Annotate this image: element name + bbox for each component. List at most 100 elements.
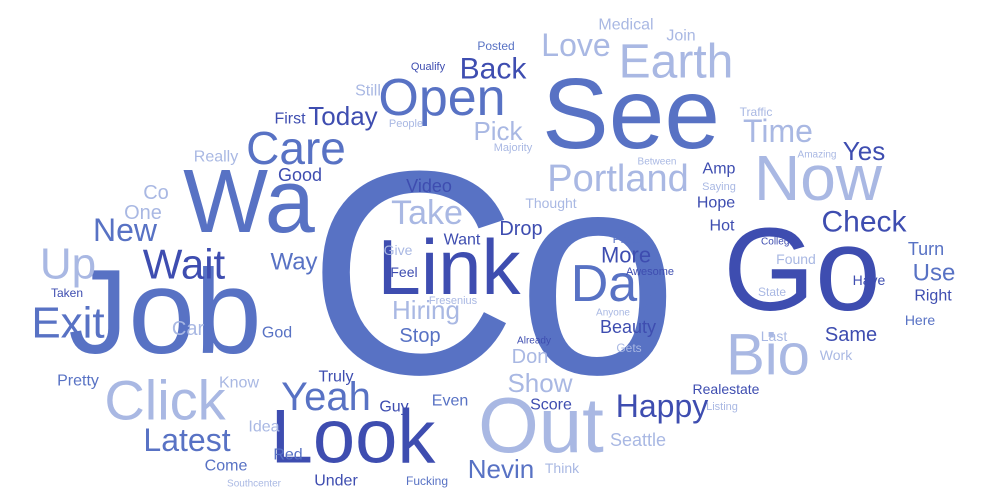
word-really: Really: [194, 149, 238, 166]
word-majority: Majority: [494, 142, 533, 154]
word-here: Here: [905, 312, 936, 328]
word-awesome: Awesome: [626, 266, 674, 278]
word-please: Please: [613, 232, 650, 246]
word-portland: Portland: [547, 158, 689, 200]
word-car: Car: [172, 318, 205, 340]
word-right: Right: [914, 288, 952, 305]
word-truly: Truly: [319, 369, 354, 386]
word-taken: Taken: [51, 286, 83, 300]
word-use: Use: [913, 260, 956, 287]
word-more: More: [601, 243, 651, 268]
word-hope: Hope: [697, 195, 735, 212]
word-out: Out: [478, 381, 604, 469]
word-link: Link: [377, 223, 521, 311]
word-co: Co: [308, 111, 679, 435]
word-know: Know: [219, 375, 259, 392]
word-back: Back: [460, 53, 528, 86]
word-found: Found: [776, 251, 816, 267]
word-fresenius: Fresenius: [429, 295, 478, 307]
word-wa: Wa: [183, 152, 316, 252]
word-realestate: Realestate: [693, 381, 760, 397]
word-bio: Bio: [726, 323, 810, 388]
word-red: Red: [273, 447, 302, 464]
word-same: Same: [825, 324, 877, 346]
word-now: Now: [754, 142, 883, 214]
word-open: Open: [378, 69, 505, 127]
word-listing: Listing: [706, 401, 738, 413]
word-new: New: [93, 212, 158, 248]
word-god: God: [262, 325, 292, 342]
word-love: Love: [541, 27, 610, 63]
word-day: Day: [571, 255, 663, 313]
word-hot: Hot: [710, 218, 735, 235]
word-under: Under: [314, 473, 358, 490]
word-want: Want: [444, 232, 481, 249]
word-co-2: Co: [143, 182, 169, 204]
word-guy: Guy: [379, 399, 408, 416]
word-show: Show: [507, 368, 572, 398]
word-pretty: Pretty: [57, 373, 99, 390]
word-already: Already: [517, 336, 551, 347]
word-amazing: Amazing: [798, 150, 837, 161]
word-posted: Posted: [477, 39, 514, 53]
word-medical: Medical: [598, 17, 653, 34]
word-video: Video: [406, 176, 452, 196]
word-nevin: Nevin: [468, 454, 534, 484]
word-earth: Earth: [619, 36, 734, 89]
word-care: Care: [246, 122, 346, 174]
word-good: Good: [278, 165, 322, 185]
word-join: Join: [666, 28, 695, 45]
word-go: Go: [723, 204, 880, 336]
word-drop: Drop: [499, 218, 542, 240]
word-college: College: [761, 237, 795, 248]
word-feel: Feel: [390, 264, 417, 280]
word-people: People: [389, 118, 423, 130]
word-gets: Gets: [616, 341, 641, 355]
word-give: Give: [384, 242, 413, 258]
word-way: Way: [270, 249, 317, 276]
word-traffic: Traffic: [740, 105, 773, 119]
word-stop: Stop: [399, 325, 440, 347]
word-haye: Haye: [853, 272, 886, 288]
word-check: Check: [821, 206, 907, 239]
word-thought: Thought: [525, 195, 576, 211]
word-look: Look: [271, 395, 437, 480]
word-up: Up: [40, 240, 96, 289]
word-last: Last: [761, 328, 788, 344]
word-pick: Pick: [473, 116, 523, 146]
word-score: Score: [530, 397, 572, 414]
word-yes: Yes: [843, 136, 885, 166]
word-think: Think: [545, 460, 580, 476]
word-yeah: Yeah: [281, 375, 371, 419]
word-seattle: Seattle: [610, 430, 666, 450]
word-click: Click: [104, 369, 226, 432]
word-wait: Wait: [143, 241, 226, 288]
word-saying: Saying: [702, 181, 736, 193]
word-first: First: [274, 111, 306, 128]
word-hiring: Hiring: [392, 295, 460, 325]
word-even: Even: [432, 393, 468, 410]
word-happy: Happy: [616, 388, 709, 424]
word-between: Between: [638, 157, 677, 168]
word-turn: Turn: [908, 239, 944, 259]
word-beauty: Beauty: [600, 317, 656, 337]
word-still: Still: [355, 83, 381, 100]
word-work: Work: [820, 347, 853, 363]
word-qualify: Qualify: [411, 61, 446, 73]
word-fucking: Fucking: [406, 474, 448, 488]
word-one: One: [124, 202, 162, 224]
word-today: Today: [308, 101, 377, 131]
word-state: State: [758, 285, 786, 299]
word-latest: Latest: [143, 422, 230, 458]
word-idea: Idea: [248, 419, 279, 436]
word-see: See: [542, 58, 720, 170]
word-exit: Exit: [31, 299, 104, 348]
word-southcenter: Southcenter: [227, 479, 282, 490]
word-take: Take: [391, 194, 463, 232]
word-time: Time: [743, 113, 813, 149]
word-anyone: Anyone: [596, 308, 630, 319]
word-amp: Amp: [703, 161, 736, 178]
word-don: Don: [512, 346, 549, 368]
word-come: Come: [205, 458, 248, 475]
